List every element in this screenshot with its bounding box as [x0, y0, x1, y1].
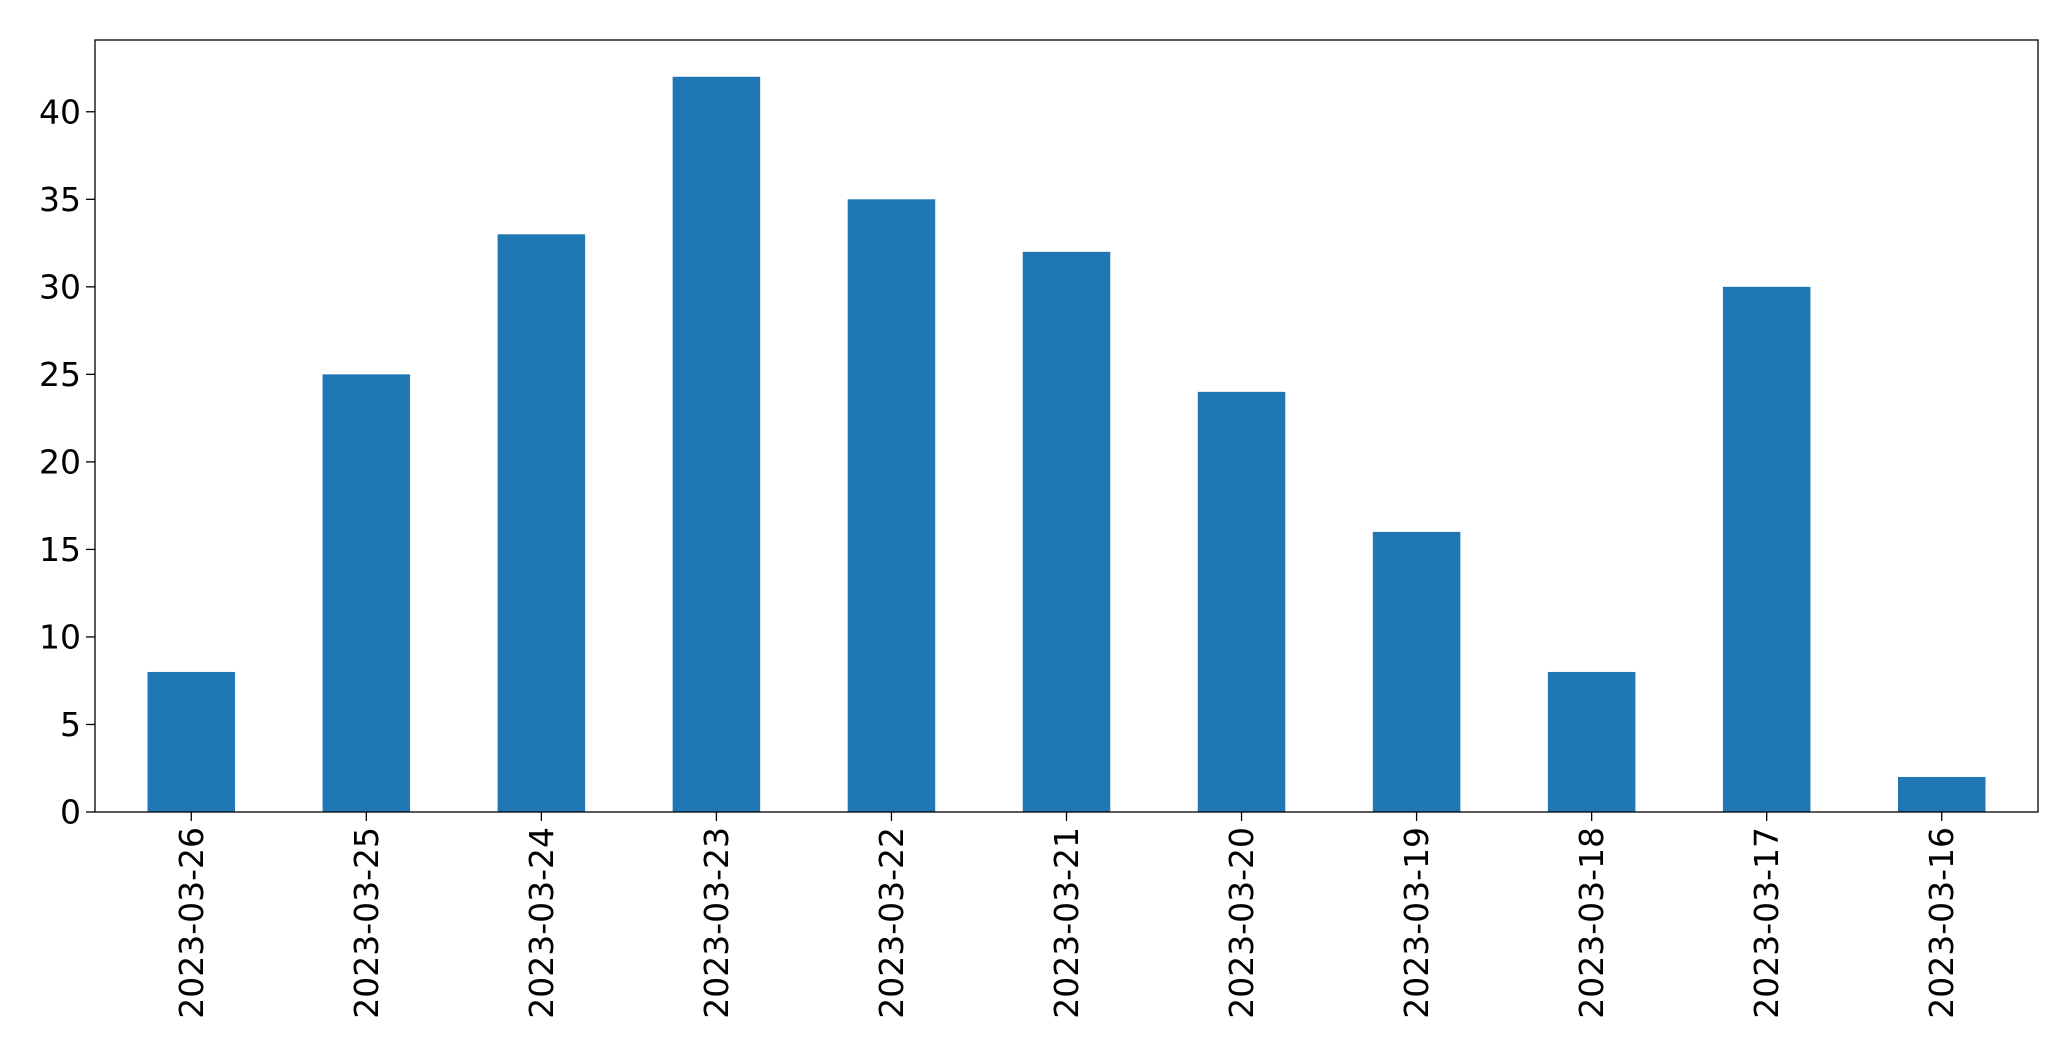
x-tick-label: 2023-03-22 [872, 827, 911, 1019]
bar-2023-03-16 [1897, 776, 1986, 812]
y-tick-label: 30 [39, 267, 81, 306]
y-tick-label: 35 [39, 180, 81, 219]
y-axis: 0 5 10 15 20 25 30 35 40 [39, 92, 95, 832]
y-tick-label: 40 [39, 92, 81, 131]
x-tick-label: 2023-03-20 [1222, 827, 1261, 1019]
bar-2023-03-17 [1722, 286, 1811, 813]
y-tick-label: 5 [60, 705, 81, 744]
bar-2023-03-20 [1197, 391, 1286, 812]
x-tick-label: 2023-03-26 [172, 827, 211, 1019]
bar-2023-03-21 [1022, 251, 1111, 812]
bar-2023-03-18 [1547, 671, 1636, 812]
y-tick-label: 0 [60, 793, 81, 832]
x-tick-label: 2023-03-19 [1397, 827, 1436, 1019]
bar-2023-03-23 [672, 76, 761, 812]
x-tick-label: 2023-03-25 [347, 827, 386, 1019]
x-tick-label: 2023-03-21 [1047, 827, 1086, 1019]
bar-2023-03-24 [497, 234, 586, 812]
bar-2023-03-25 [322, 374, 411, 812]
bar-2023-03-22 [847, 199, 936, 813]
x-tick-label: 2023-03-18 [1572, 827, 1611, 1019]
y-tick-label: 15 [39, 530, 81, 569]
bar-2023-03-19 [1372, 531, 1461, 812]
bar-2023-03-26 [147, 671, 236, 812]
bars-group [147, 76, 1986, 813]
plot-frame [94, 39, 2039, 813]
x-tick-label: 2023-03-16 [1922, 827, 1961, 1019]
y-tick-label: 25 [39, 355, 81, 394]
x-axis: 2023-03-26 2023-03-25 2023-03-24 2023-03-23… [172, 812, 1961, 1019]
x-tick-label: 2023-03-24 [522, 827, 561, 1019]
x-tick-label: 2023-03-23 [697, 827, 736, 1019]
y-tick-label: 20 [39, 442, 81, 481]
x-tick-label: 2023-03-17 [1747, 827, 1786, 1019]
y-tick-label: 10 [39, 617, 81, 656]
